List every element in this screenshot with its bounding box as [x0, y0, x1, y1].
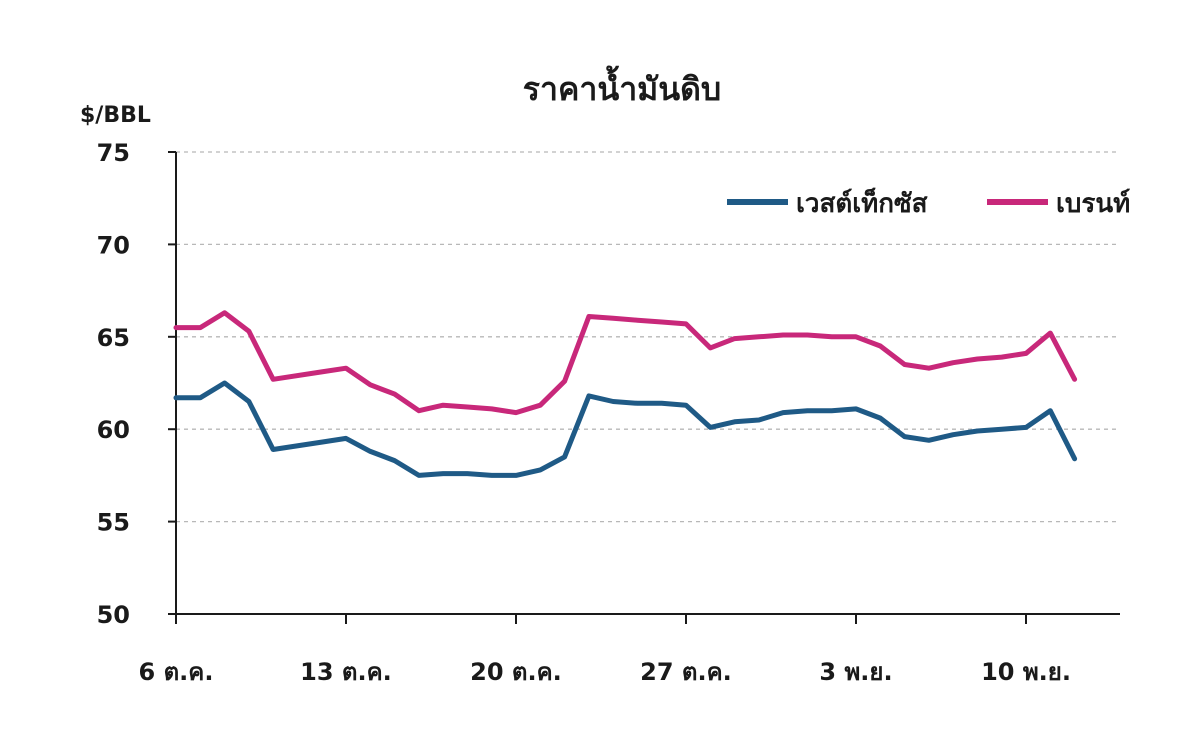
x-tick-label-0: 6 ต.ค. — [139, 658, 214, 686]
legend-label-brent: เบรนท์ — [1056, 188, 1130, 219]
y-axis-unit-label: $/BBL — [80, 103, 151, 128]
series-line-brent — [173, 310, 1078, 416]
x-tick-label-4: 3 พ.ย. — [819, 658, 892, 686]
series-line-west-texas — [173, 380, 1078, 478]
y-tick-label-55: 55 — [97, 509, 130, 537]
y-tick-label-75: 75 — [97, 139, 130, 167]
series-lines — [173, 310, 1078, 478]
axes: 50 55 60 65 70 75 6 ต.ค. 13 ต.ค. 20 ต.ค. 27 ต.ค. 3… — [97, 139, 1120, 686]
chart-title: ราคาน้ำมันดิบ — [523, 65, 721, 108]
y-tick-label-65: 65 — [97, 324, 130, 352]
legend: เวสต์เท็กซัส เบรนท์ — [727, 187, 1130, 219]
legend-label-west-texas: เวสต์เท็กซัส — [796, 187, 928, 219]
x-tick-label-2: 20 ต.ค. — [470, 658, 562, 686]
y-tick-label-50: 50 — [97, 601, 130, 629]
x-tick-label-1: 13 ต.ค. — [300, 658, 392, 686]
y-tick-label-60: 60 — [97, 416, 130, 444]
x-tick-label-5: 10 พ.ย. — [981, 658, 1071, 686]
y-tick-label-70: 70 — [97, 231, 130, 259]
gridlines — [176, 151, 1120, 523]
x-tick-label-3: 27 ต.ค. — [640, 658, 732, 686]
